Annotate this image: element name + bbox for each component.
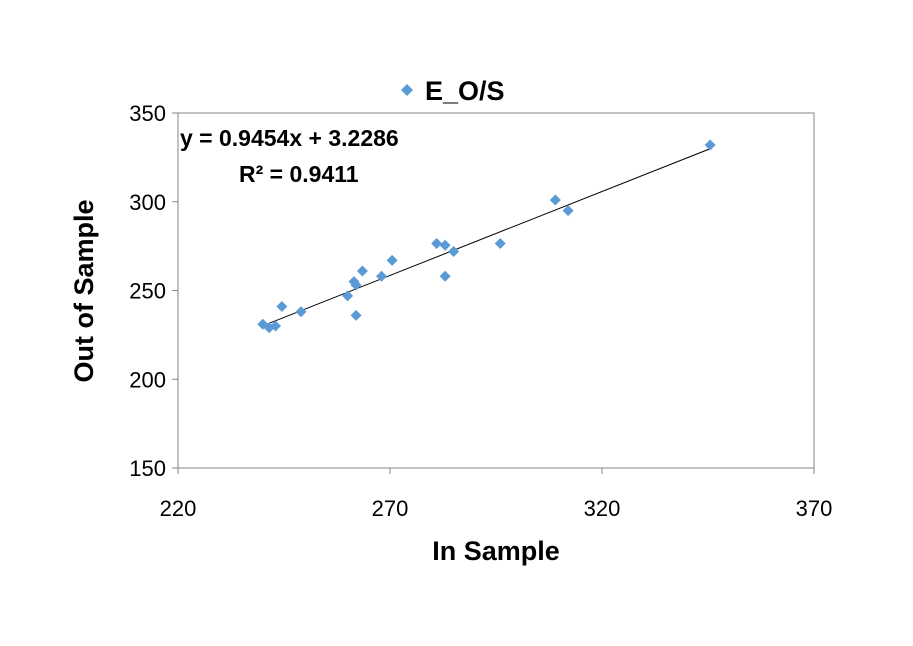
data-point <box>562 205 574 217</box>
data-points <box>257 139 716 334</box>
y-axis: 150 200 250 300 350 <box>129 101 178 481</box>
y-tick-label: 250 <box>129 279 166 304</box>
data-point <box>350 309 362 321</box>
x-tick-label: 370 <box>796 496 833 521</box>
data-point <box>439 239 451 251</box>
data-point <box>386 254 398 266</box>
legend-label: E_O/S <box>425 76 505 106</box>
trendline-equation: y = 0.9454x + 3.2286 <box>180 125 399 151</box>
r-squared-label: R² = 0.9411 <box>239 161 359 187</box>
data-point <box>448 245 460 257</box>
data-point <box>376 270 388 282</box>
y-axis-title: Out of Sample <box>69 199 99 382</box>
y-tick-label: 350 <box>129 101 166 126</box>
data-point <box>704 139 716 151</box>
trendline <box>262 148 711 327</box>
data-point <box>276 300 288 312</box>
legend-marker-icon <box>401 84 413 96</box>
x-tick-label: 220 <box>160 496 197 521</box>
data-point <box>342 290 354 302</box>
data-point <box>295 306 307 318</box>
data-point <box>356 265 368 277</box>
data-point <box>350 279 362 291</box>
data-point <box>549 194 561 206</box>
data-point <box>439 270 451 282</box>
x-axis: 220 270 320 370 <box>160 468 833 521</box>
y-tick-label: 150 <box>129 456 166 481</box>
data-point <box>270 320 282 332</box>
x-tick-label: 270 <box>372 496 409 521</box>
data-point <box>431 237 443 249</box>
y-tick-label: 200 <box>129 367 166 392</box>
x-axis-title: In Sample <box>432 536 560 566</box>
y-tick-label: 300 <box>129 190 166 215</box>
x-tick-label: 320 <box>584 496 621 521</box>
legend: E_O/S <box>401 76 505 106</box>
data-point <box>494 237 506 249</box>
